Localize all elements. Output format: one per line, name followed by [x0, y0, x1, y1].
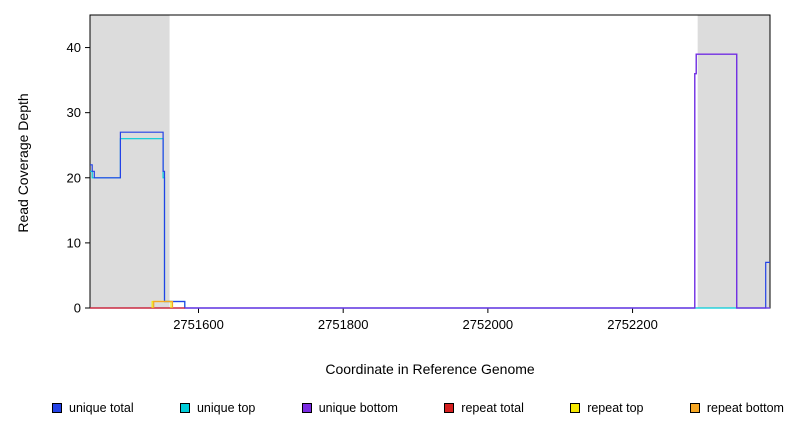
legend-item-repeat-top: repeat top	[570, 401, 643, 415]
y-tick-label: 0	[74, 301, 81, 316]
y-tick-label: 20	[67, 170, 81, 185]
legend-label: unique top	[196, 401, 256, 415]
legend-swatch-repeat-top	[570, 403, 581, 413]
legend-label: repeat top	[587, 401, 644, 415]
y-tick-label: 40	[67, 40, 81, 55]
legend-swatch-repeat-total	[444, 403, 455, 413]
legend-swatch-unique-bottom	[301, 403, 312, 413]
x-tick-label: 2751600	[173, 317, 224, 332]
legend-label: repeat total	[461, 401, 524, 415]
y-tick-label: 30	[67, 105, 81, 120]
legend-label: unique total	[69, 401, 134, 415]
legend-label: repeat bottom	[706, 401, 784, 415]
series-line-unique-top	[90, 138, 770, 309]
legend-item-unique-total: unique total	[52, 401, 134, 415]
plot-border	[89, 14, 771, 309]
y-tick-label: 10	[67, 235, 81, 250]
repeat-region-left	[90, 15, 170, 308]
series-line-unique-total	[90, 53, 770, 309]
y-axis-label: Read Coverage Depth	[15, 93, 31, 233]
x-axis-label: Coordinate in Reference Genome	[325, 361, 535, 377]
legend-swatch-repeat-bottom	[689, 403, 700, 413]
legend-item-unique-top: unique top	[179, 401, 256, 415]
coverage-chart: 2751600 2751800 2752000 2752200 0 10 20 30 40	[67, 14, 771, 332]
x-tick-label: 2751800	[318, 317, 369, 332]
legend-item-repeat-bottom: repeat bottom	[689, 401, 784, 415]
series-line-repeat-bottom	[153, 300, 174, 308]
legend-label: unique bottom	[318, 401, 398, 415]
repeat-region-right	[697, 15, 770, 308]
series-line-unique-bottom	[90, 53, 770, 309]
legend-swatch-unique-top	[179, 403, 190, 413]
chart-legend: unique total unique top unique bottom repea…	[52, 399, 784, 417]
legend-item-unique-bottom: unique bottom	[301, 401, 398, 415]
x-tick-label: 2752200	[607, 317, 658, 332]
legend-swatch-unique-total	[52, 403, 62, 413]
legend-item-repeat-total: repeat total	[444, 401, 524, 415]
x-tick-label: 2752000	[463, 317, 514, 332]
